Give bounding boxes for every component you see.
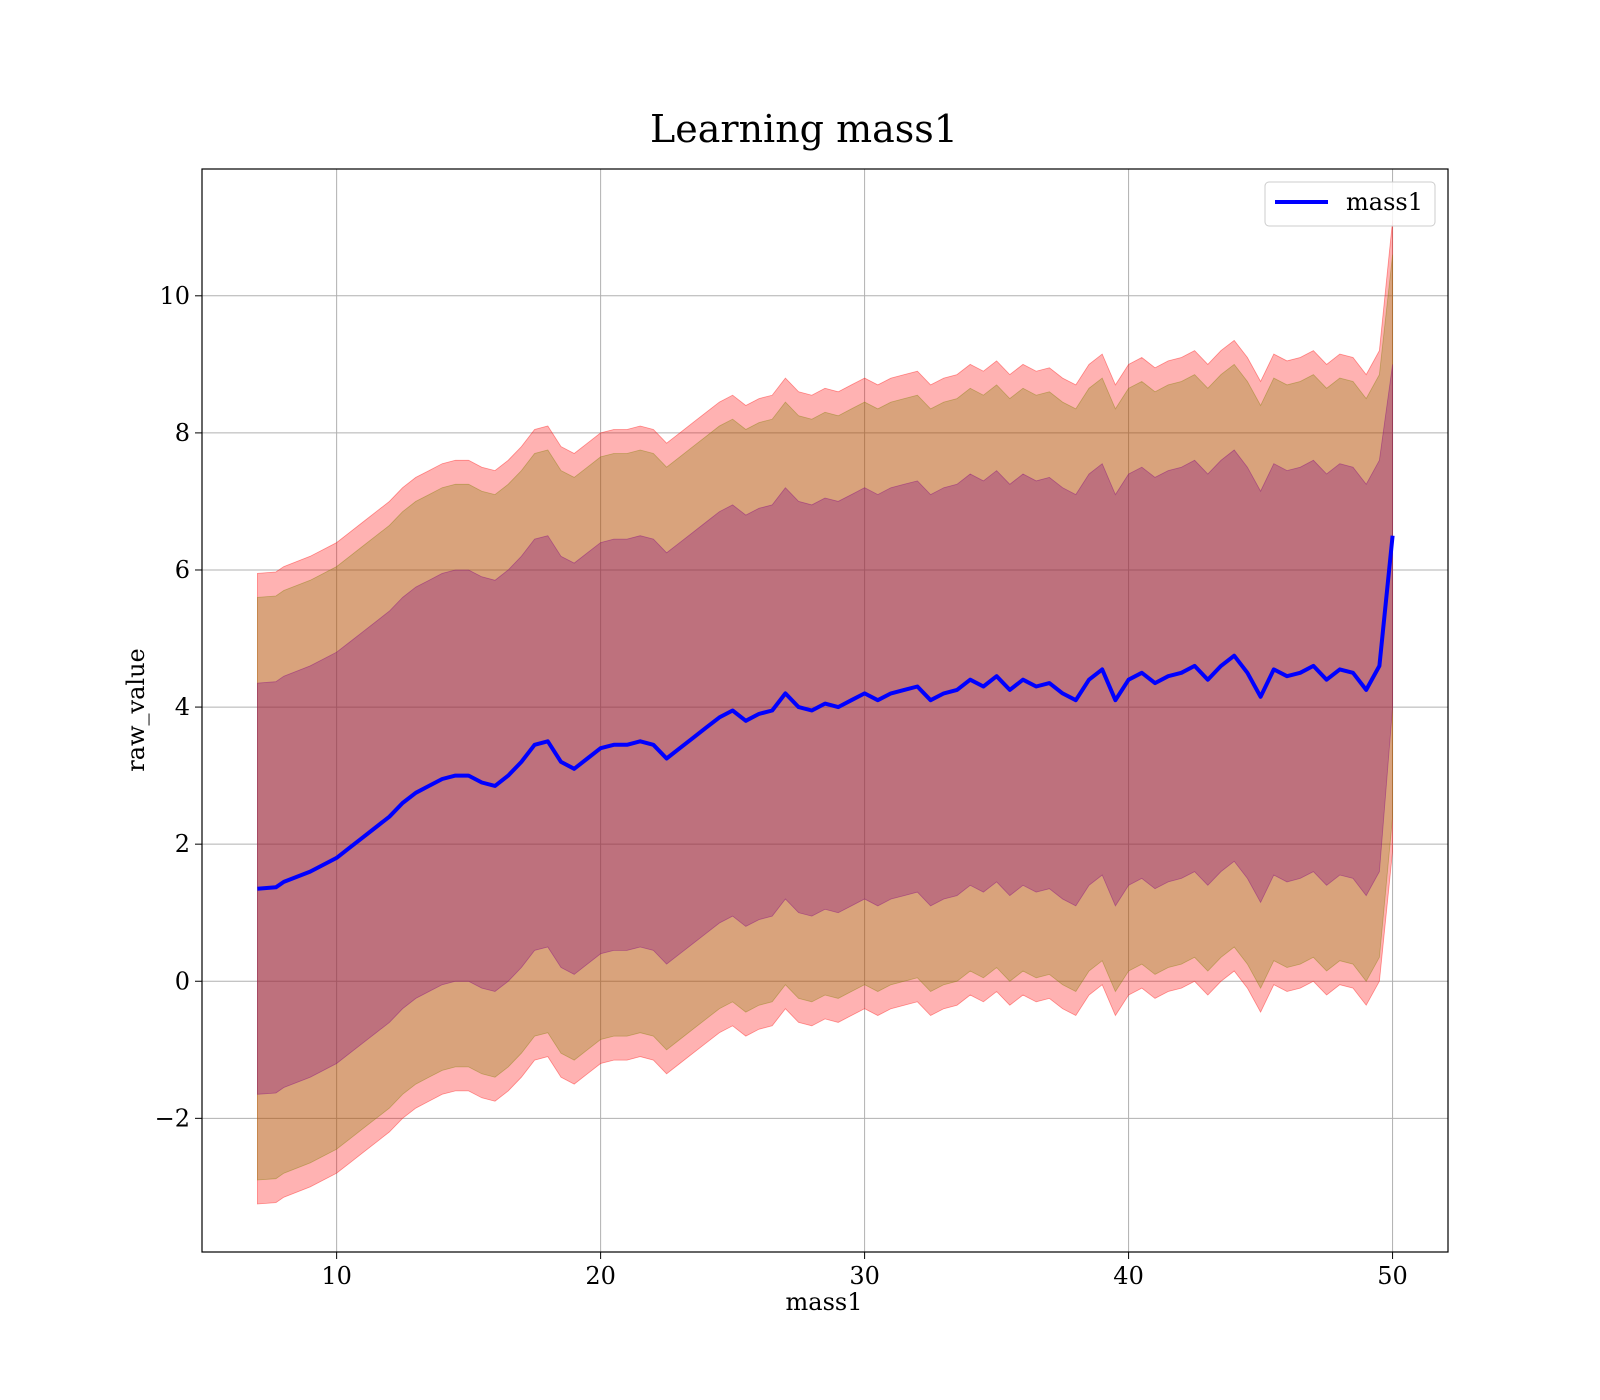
x-tick-label: 20: [585, 1262, 616, 1290]
uncertainty-band-3: [257, 364, 1393, 1095]
x-tick-label: 30: [849, 1262, 880, 1290]
series-lines: [257, 535, 1395, 891]
uncertainty-band-1: [257, 220, 1393, 1205]
x-axis-ticks: 10 20 30 40 50: [321, 1252, 1408, 1290]
y-axis-ticks: −2 0 2 4 6 8 10: [155, 282, 202, 1132]
uncertainty-bands: [257, 220, 1393, 1205]
uncertainty-band-2: [257, 254, 1393, 1181]
grid: [202, 169, 1448, 1252]
y-axis-label: raw_value: [122, 648, 150, 772]
y-tick-label: 10: [159, 282, 190, 310]
y-tick-label: 0: [175, 967, 190, 995]
chart-title: Learning mass1: [650, 107, 958, 151]
y-tick-label: 6: [175, 556, 190, 584]
y-tick-label: 8: [175, 419, 190, 447]
y-tick-label: 2: [175, 830, 190, 858]
series-line-mass1: [257, 535, 1395, 891]
x-tick-label: 40: [1113, 1262, 1144, 1290]
x-tick-label: 10: [321, 1262, 352, 1290]
x-tick-label: 50: [1377, 1262, 1408, 1290]
legend: mass1: [1264, 181, 1436, 227]
x-axis-label: mass1: [786, 1288, 863, 1316]
y-tick-label: −2: [155, 1104, 190, 1132]
y-tick-label: 4: [175, 693, 190, 721]
legend-box: [1264, 181, 1436, 227]
plot-frame: [201, 168, 1449, 1253]
legend-label-mass1: mass1: [1346, 188, 1423, 216]
